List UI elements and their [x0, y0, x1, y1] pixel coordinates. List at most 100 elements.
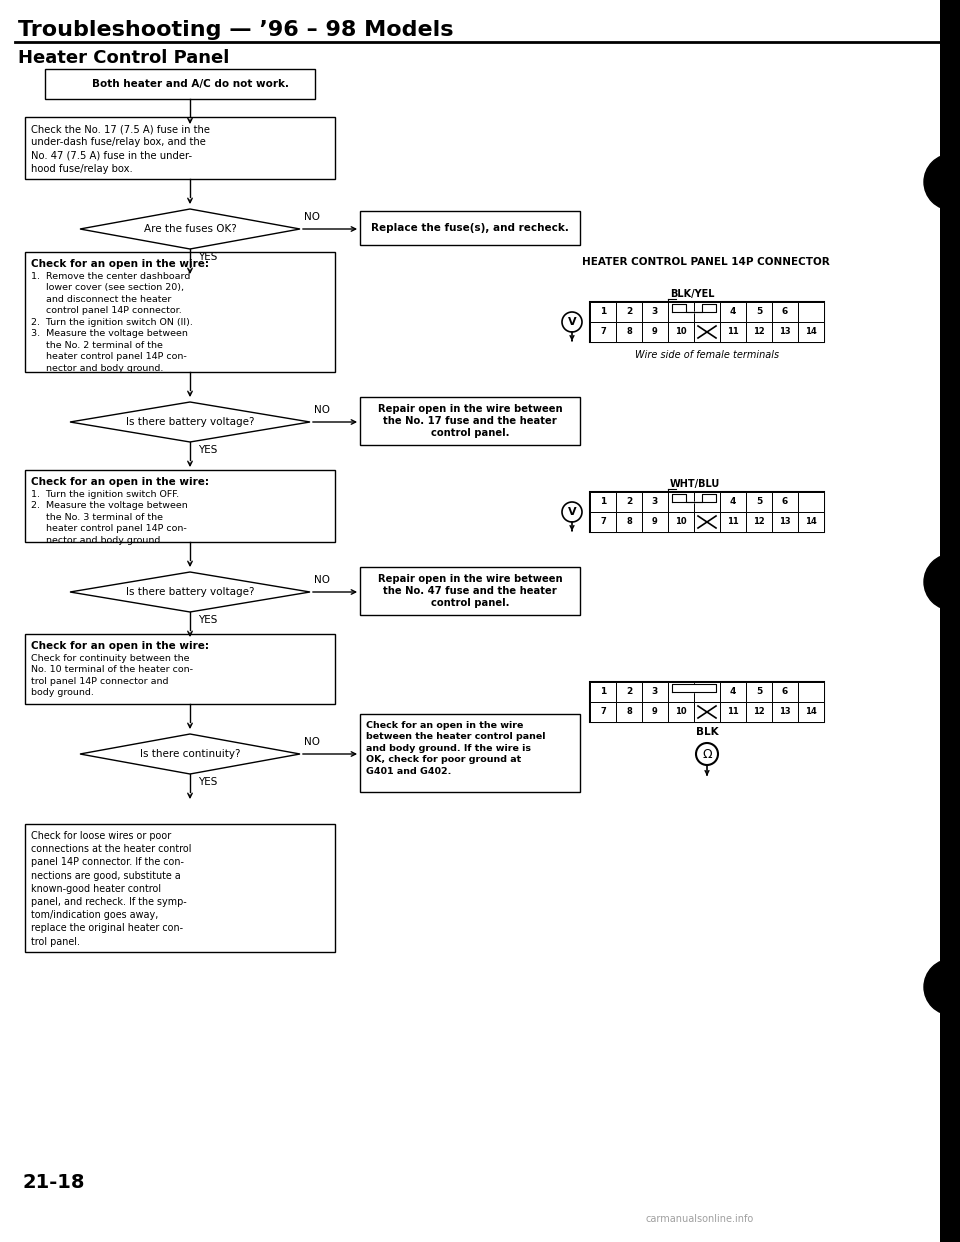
- FancyBboxPatch shape: [772, 492, 798, 512]
- Polygon shape: [80, 209, 300, 248]
- FancyBboxPatch shape: [590, 682, 824, 722]
- Circle shape: [924, 154, 960, 210]
- Text: 6: 6: [781, 308, 788, 317]
- Text: 1.  Remove the center dashboard
     lower cover (see section 20),
     and disc: 1. Remove the center dashboard lower cov…: [31, 272, 193, 373]
- FancyBboxPatch shape: [616, 492, 642, 512]
- FancyBboxPatch shape: [360, 714, 580, 792]
- Text: BLK: BLK: [696, 727, 718, 737]
- FancyBboxPatch shape: [720, 702, 746, 722]
- FancyBboxPatch shape: [25, 469, 335, 542]
- FancyBboxPatch shape: [694, 512, 720, 532]
- Text: 4: 4: [730, 688, 736, 697]
- Text: 5: 5: [756, 498, 762, 507]
- Text: YES: YES: [198, 777, 217, 787]
- Text: Wire side of female terminals: Wire side of female terminals: [635, 350, 780, 360]
- Text: 12: 12: [754, 518, 765, 527]
- Text: 7: 7: [600, 328, 606, 337]
- Text: 7: 7: [600, 518, 606, 527]
- FancyBboxPatch shape: [798, 302, 824, 322]
- Text: 14: 14: [805, 708, 817, 717]
- Circle shape: [924, 959, 960, 1015]
- FancyBboxPatch shape: [720, 322, 746, 342]
- Text: 9: 9: [652, 708, 658, 717]
- Text: HEATER CONTROL PANEL 14P CONNECTOR: HEATER CONTROL PANEL 14P CONNECTOR: [582, 257, 829, 267]
- FancyBboxPatch shape: [642, 702, 668, 722]
- Text: 11: 11: [727, 708, 739, 717]
- Text: 5: 5: [756, 308, 762, 317]
- FancyBboxPatch shape: [720, 682, 746, 702]
- Text: V: V: [567, 317, 576, 327]
- Text: YES: YES: [198, 615, 217, 625]
- FancyBboxPatch shape: [668, 322, 694, 342]
- Text: 11: 11: [727, 518, 739, 527]
- Text: Ω: Ω: [702, 748, 711, 760]
- FancyBboxPatch shape: [45, 70, 315, 99]
- FancyBboxPatch shape: [642, 302, 668, 322]
- Text: 10: 10: [675, 518, 686, 527]
- Text: 12: 12: [754, 328, 765, 337]
- FancyBboxPatch shape: [772, 322, 798, 342]
- Text: Replace the fuse(s), and recheck.: Replace the fuse(s), and recheck.: [372, 224, 569, 233]
- FancyBboxPatch shape: [616, 302, 642, 322]
- FancyBboxPatch shape: [590, 702, 616, 722]
- FancyBboxPatch shape: [642, 682, 668, 702]
- FancyBboxPatch shape: [590, 682, 616, 702]
- Text: Check the No. 17 (7.5 A) fuse in the
under-dash fuse/relay box, and the
No. 47 (: Check the No. 17 (7.5 A) fuse in the und…: [31, 124, 210, 174]
- FancyBboxPatch shape: [746, 302, 772, 322]
- Polygon shape: [672, 304, 715, 312]
- FancyBboxPatch shape: [746, 492, 772, 512]
- FancyBboxPatch shape: [668, 302, 694, 322]
- FancyBboxPatch shape: [940, 0, 960, 1242]
- FancyBboxPatch shape: [590, 302, 616, 322]
- FancyBboxPatch shape: [616, 702, 642, 722]
- FancyBboxPatch shape: [746, 322, 772, 342]
- FancyBboxPatch shape: [798, 322, 824, 342]
- Text: 10: 10: [675, 328, 686, 337]
- FancyBboxPatch shape: [694, 322, 720, 342]
- FancyBboxPatch shape: [746, 512, 772, 532]
- Text: NO: NO: [304, 212, 320, 222]
- FancyBboxPatch shape: [616, 682, 642, 702]
- Text: 2: 2: [626, 688, 632, 697]
- FancyBboxPatch shape: [360, 211, 580, 245]
- Text: YES: YES: [198, 445, 217, 455]
- Text: 13: 13: [780, 518, 791, 527]
- FancyBboxPatch shape: [25, 633, 335, 704]
- Text: 8: 8: [626, 708, 632, 717]
- FancyBboxPatch shape: [590, 322, 616, 342]
- Text: 3: 3: [652, 688, 659, 697]
- FancyBboxPatch shape: [668, 702, 694, 722]
- Text: V: V: [567, 507, 576, 517]
- Text: 3: 3: [652, 498, 659, 507]
- Text: 8: 8: [626, 518, 632, 527]
- Text: 2: 2: [626, 498, 632, 507]
- Text: Repair open in the wire between
the No. 47 fuse and the heater
control panel.: Repair open in the wire between the No. …: [377, 574, 563, 609]
- Circle shape: [924, 554, 960, 610]
- FancyBboxPatch shape: [746, 682, 772, 702]
- Text: Troubleshooting — ’96 – 98 Models: Troubleshooting — ’96 – 98 Models: [18, 20, 453, 40]
- Text: 2: 2: [626, 308, 632, 317]
- Polygon shape: [70, 402, 310, 442]
- Text: Check for an open in the wire:: Check for an open in the wire:: [31, 260, 209, 270]
- Polygon shape: [80, 734, 300, 774]
- FancyBboxPatch shape: [720, 512, 746, 532]
- Text: 14: 14: [805, 518, 817, 527]
- Text: Heater Control Panel: Heater Control Panel: [18, 48, 229, 67]
- FancyBboxPatch shape: [590, 512, 616, 532]
- FancyBboxPatch shape: [25, 252, 335, 373]
- FancyBboxPatch shape: [798, 682, 824, 702]
- Text: 10: 10: [675, 708, 686, 717]
- Text: 12: 12: [754, 708, 765, 717]
- FancyBboxPatch shape: [772, 702, 798, 722]
- FancyBboxPatch shape: [590, 302, 824, 342]
- Polygon shape: [672, 684, 715, 692]
- FancyBboxPatch shape: [642, 512, 668, 532]
- Text: WHT/BLU: WHT/BLU: [670, 479, 720, 489]
- Text: Is there continuity?: Is there continuity?: [140, 749, 240, 759]
- Text: 1: 1: [600, 688, 606, 697]
- Text: 1: 1: [600, 498, 606, 507]
- Text: Check for continuity between the
No. 10 terminal of the heater con-
trol panel 1: Check for continuity between the No. 10 …: [31, 655, 193, 697]
- FancyBboxPatch shape: [25, 823, 335, 953]
- Text: 13: 13: [780, 708, 791, 717]
- Text: 14: 14: [805, 328, 817, 337]
